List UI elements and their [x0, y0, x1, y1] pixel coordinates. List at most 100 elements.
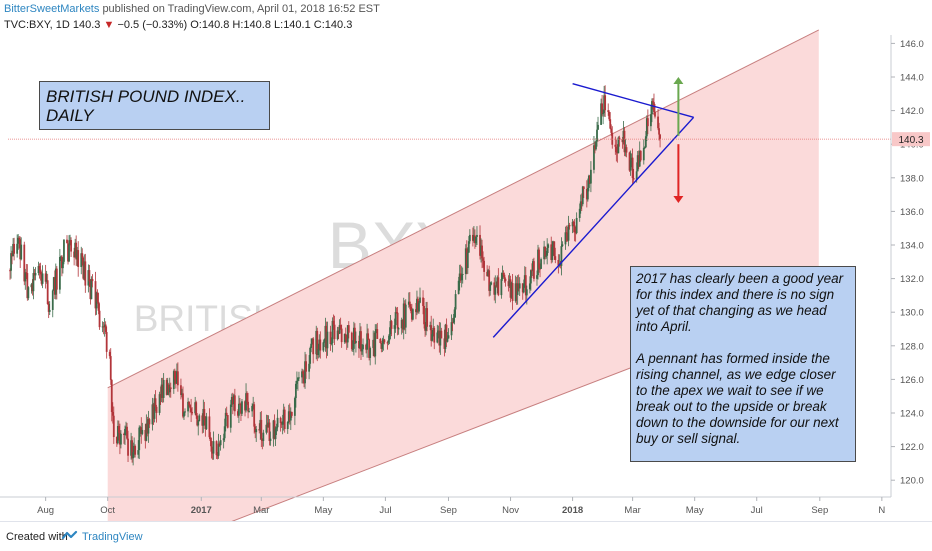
candle-body: [9, 270, 11, 272]
candle-body: [304, 361, 306, 384]
candle-body: [545, 255, 548, 257]
tradingview-logo-icon: [62, 530, 78, 540]
candle-body: [624, 147, 627, 153]
candle-body: [380, 343, 383, 349]
candle-body: [617, 137, 620, 154]
candle-body: [169, 387, 172, 390]
candle-body: [120, 433, 122, 445]
candle-body: [73, 251, 76, 258]
candle-body: [508, 279, 511, 287]
candle-body: [52, 277, 55, 291]
candle-body: [259, 419, 262, 431]
time-tick-label: Nov: [502, 505, 519, 516]
candle-body: [515, 283, 518, 295]
candle-body: [181, 393, 183, 395]
candle-body: [191, 411, 194, 414]
candle-body: [394, 312, 397, 326]
candle-body: [407, 301, 410, 305]
candle-body: [423, 305, 425, 325]
candle-body: [25, 272, 28, 274]
candle-body: [293, 398, 296, 416]
tradingview-link[interactable]: TradingView: [82, 531, 143, 543]
candle-body: [45, 280, 48, 282]
candle-body: [69, 240, 71, 245]
candle-body: [445, 324, 448, 342]
candle-body: [621, 139, 624, 143]
candle-body: [537, 249, 539, 276]
candle-body: [233, 395, 236, 412]
chart-title-annotation[interactable]: BRITISH POUND INDEX.. DAILY: [39, 81, 270, 130]
candle-body: [474, 235, 476, 244]
candle-body: [374, 331, 377, 357]
candle-body: [239, 403, 241, 405]
candle-body: [287, 411, 290, 422]
candle-body: [595, 141, 597, 150]
candle-body: [237, 411, 239, 416]
candle-body: [607, 110, 610, 112]
candle-body: [54, 268, 57, 295]
candle-body: [644, 136, 647, 148]
candle-body: [211, 451, 214, 454]
candle-body: [616, 152, 619, 154]
candle-body: [440, 330, 443, 339]
time-tick-label: Mar: [624, 505, 640, 516]
candle-body: [490, 282, 493, 285]
candle-body: [246, 393, 248, 402]
candle-body: [160, 384, 163, 398]
candle-body: [151, 404, 154, 425]
price-tick-label: 134.0: [900, 241, 924, 252]
candle-body: [24, 272, 27, 282]
candle-body: [322, 342, 325, 351]
candle-body: [632, 177, 635, 180]
time-tick-label: N: [878, 505, 885, 516]
candle-body: [309, 347, 312, 364]
candle-body: [343, 334, 346, 343]
candle-body: [642, 147, 645, 161]
candle-body: [522, 283, 525, 293]
candle-body: [389, 321, 392, 334]
candle-body: [268, 422, 271, 441]
created-with-text: Created with: [6, 531, 68, 543]
candle-body: [447, 335, 450, 339]
candle-body: [367, 333, 370, 340]
candle-body: [210, 440, 213, 452]
candle-body: [39, 269, 42, 275]
candle-body: [260, 419, 263, 439]
close-value: C:140.3: [313, 19, 353, 31]
candle-body: [578, 208, 581, 218]
candle-body: [340, 328, 343, 343]
candle-body: [560, 246, 563, 266]
price-tick-label: 144.0: [900, 73, 924, 84]
candle-body: [53, 277, 56, 295]
time-tick-label: Mar: [253, 505, 269, 516]
candle-body: [101, 326, 104, 328]
price-tick-label: 142.0: [900, 106, 924, 117]
publish-info: published on TradingView.com, April 01, …: [102, 3, 380, 15]
analysis-note-annotation[interactable]: 2017 has clearly been a good year for th…: [630, 266, 856, 462]
candle-body: [401, 319, 404, 330]
candle-body: [87, 270, 90, 286]
candle-body: [20, 244, 23, 260]
candle-body: [195, 402, 198, 416]
candle-body: [602, 113, 605, 115]
candle-body: [254, 426, 257, 433]
candle-body: [540, 259, 542, 269]
candle-body: [547, 244, 550, 248]
author-link[interactable]: BitterSweetMarkets: [4, 3, 100, 15]
candle-body: [332, 320, 335, 325]
candle-body: [61, 256, 63, 269]
candle-body: [331, 320, 334, 343]
price-tick-label: 128.0: [900, 341, 924, 352]
candle-body: [126, 426, 128, 439]
candle-body: [443, 338, 446, 349]
candle-body: [575, 217, 578, 234]
candle-body: [95, 292, 98, 309]
candle-body: [281, 421, 284, 425]
candle-body: [429, 325, 432, 327]
time-tick-label: 2017: [191, 505, 212, 516]
candle-body: [460, 274, 463, 281]
candle-body: [590, 169, 592, 184]
candle-body: [365, 344, 367, 350]
price-tick-label: 126.0: [900, 375, 924, 386]
candle-body: [204, 420, 207, 430]
